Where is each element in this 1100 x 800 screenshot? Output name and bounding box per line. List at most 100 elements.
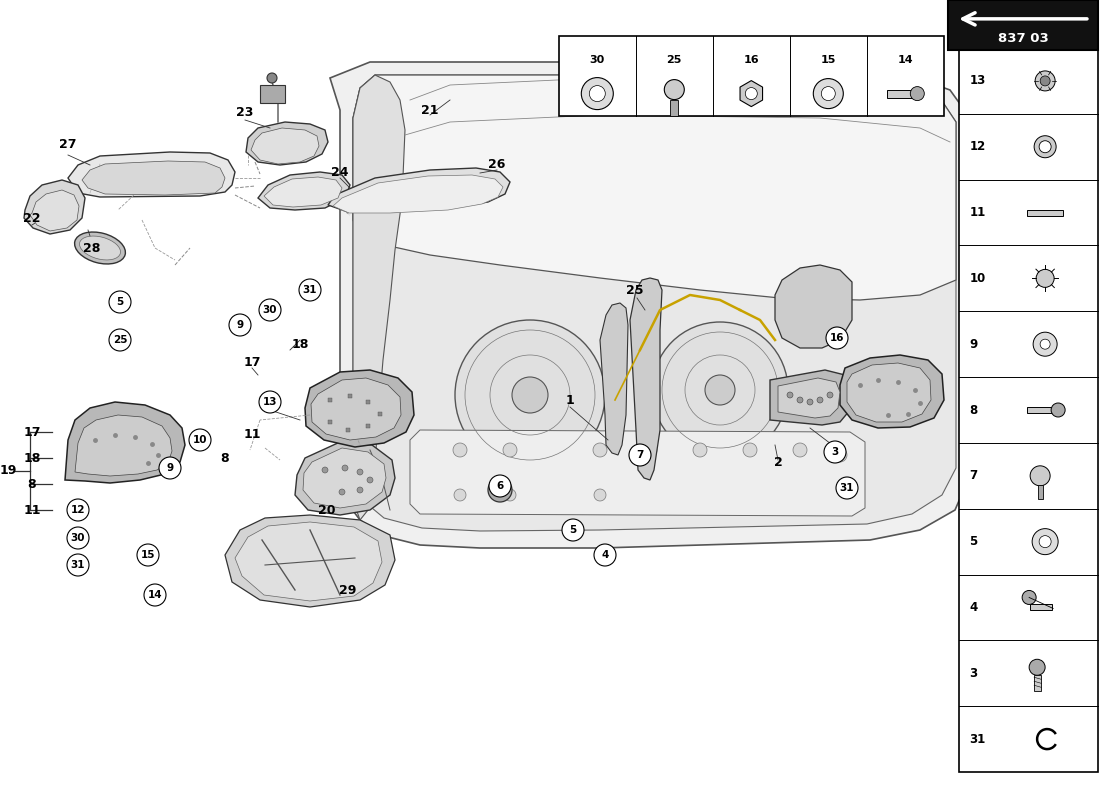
Text: 1: 1 — [565, 394, 574, 406]
Circle shape — [342, 465, 348, 471]
Circle shape — [455, 320, 605, 470]
Polygon shape — [330, 62, 968, 548]
Bar — [1027, 210, 1063, 215]
Circle shape — [454, 489, 466, 501]
Text: 5: 5 — [570, 525, 576, 535]
Circle shape — [267, 73, 277, 83]
Circle shape — [358, 487, 363, 493]
Bar — [260, 85, 285, 103]
Polygon shape — [251, 128, 319, 164]
Text: 20: 20 — [318, 503, 336, 517]
Polygon shape — [776, 265, 853, 348]
Polygon shape — [235, 522, 382, 601]
Polygon shape — [840, 355, 944, 428]
Polygon shape — [302, 448, 386, 508]
Circle shape — [339, 489, 345, 495]
Text: 837 03: 837 03 — [998, 32, 1048, 45]
Circle shape — [299, 279, 321, 301]
Circle shape — [1030, 659, 1045, 675]
Text: 11: 11 — [969, 206, 986, 219]
Text: 2: 2 — [773, 455, 782, 469]
Polygon shape — [630, 278, 662, 480]
Text: 30: 30 — [590, 55, 605, 65]
Circle shape — [1040, 536, 1052, 548]
Circle shape — [144, 584, 166, 606]
Circle shape — [746, 88, 757, 100]
Circle shape — [833, 448, 847, 462]
Bar — [959, 48, 1098, 772]
Polygon shape — [65, 402, 185, 483]
Bar — [1030, 605, 1052, 610]
Polygon shape — [311, 378, 402, 440]
Circle shape — [562, 519, 584, 541]
Circle shape — [189, 429, 211, 451]
Circle shape — [1035, 71, 1055, 91]
Polygon shape — [410, 430, 865, 516]
Text: 8: 8 — [28, 478, 36, 490]
Text: 11: 11 — [243, 429, 261, 442]
Polygon shape — [328, 168, 510, 212]
Circle shape — [109, 291, 131, 313]
Text: 9: 9 — [166, 463, 174, 473]
Text: 6: 6 — [496, 481, 504, 491]
Circle shape — [1030, 466, 1050, 486]
Ellipse shape — [75, 232, 125, 264]
Text: 13: 13 — [263, 397, 277, 407]
Ellipse shape — [79, 236, 121, 260]
Circle shape — [494, 484, 506, 496]
Bar — [948, 0, 1098, 50]
Text: 9: 9 — [969, 338, 978, 350]
Text: 3: 3 — [832, 447, 838, 457]
Text: 24: 24 — [331, 166, 349, 178]
Circle shape — [644, 443, 657, 457]
Circle shape — [453, 443, 468, 457]
Text: 31: 31 — [302, 285, 317, 295]
Text: 23: 23 — [236, 106, 254, 118]
Polygon shape — [75, 415, 172, 476]
Circle shape — [367, 477, 373, 483]
Text: a passion for parts: a passion for parts — [434, 444, 666, 536]
Text: 12: 12 — [969, 140, 986, 154]
Circle shape — [594, 489, 606, 501]
Text: 4: 4 — [602, 550, 608, 560]
Polygon shape — [264, 177, 342, 207]
Polygon shape — [353, 75, 956, 300]
Circle shape — [786, 392, 793, 398]
Circle shape — [258, 391, 280, 413]
Text: 25: 25 — [626, 283, 644, 297]
Text: 7: 7 — [636, 450, 644, 460]
Text: 8: 8 — [969, 403, 978, 417]
Polygon shape — [353, 75, 405, 520]
Text: 85: 85 — [773, 206, 987, 354]
Circle shape — [1040, 141, 1052, 153]
Circle shape — [824, 441, 846, 463]
Polygon shape — [30, 190, 79, 231]
Bar — [1038, 485, 1043, 499]
Text: 21: 21 — [421, 103, 439, 117]
Circle shape — [160, 457, 182, 479]
Circle shape — [1041, 339, 1050, 349]
Circle shape — [590, 86, 605, 102]
Text: 31: 31 — [70, 560, 86, 570]
Polygon shape — [82, 161, 226, 195]
Circle shape — [138, 544, 160, 566]
Circle shape — [593, 443, 607, 457]
Text: 31: 31 — [969, 733, 986, 746]
Text: 8: 8 — [221, 451, 229, 465]
Circle shape — [652, 322, 788, 458]
Circle shape — [836, 477, 858, 499]
Polygon shape — [770, 370, 853, 425]
Text: 15: 15 — [141, 550, 155, 560]
Circle shape — [742, 443, 757, 457]
Circle shape — [1036, 270, 1054, 287]
Circle shape — [1032, 529, 1058, 554]
Text: 5: 5 — [117, 297, 123, 307]
Text: 19: 19 — [0, 465, 16, 478]
Circle shape — [490, 475, 512, 497]
Circle shape — [581, 78, 614, 110]
Polygon shape — [24, 180, 85, 234]
Text: 12: 12 — [70, 505, 86, 515]
Circle shape — [67, 527, 89, 549]
Circle shape — [1022, 590, 1036, 605]
Bar — [1027, 407, 1056, 413]
